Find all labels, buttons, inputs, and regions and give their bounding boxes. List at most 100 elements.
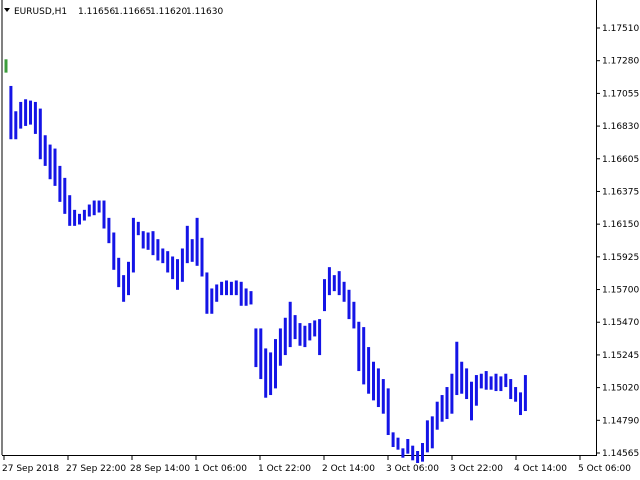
price-bar: [78, 213, 81, 225]
time-axis: 27 Sep 2018 27 Sep 22:00 28 Sep 14:00 1 Oct…: [2, 455, 631, 474]
price-bar: [19, 101, 23, 129]
x-tick-label: 1 Oct 22:00: [258, 464, 311, 474]
price-bar: [239, 281, 243, 306]
price-bar: [411, 445, 415, 461]
price-bar: [97, 200, 101, 213]
price-bar: [171, 256, 175, 280]
price-bar: [450, 373, 454, 414]
bars: [4, 59, 527, 463]
price-bar: [229, 281, 233, 296]
price-bar: [474, 375, 478, 406]
price-bar: [166, 251, 170, 273]
price-bar: [136, 221, 140, 236]
header-close: 1.11630: [186, 7, 223, 17]
y-tick-label: 1.15470: [602, 318, 639, 328]
price-bar: [332, 275, 336, 292]
price-bar: [254, 328, 258, 368]
price-bar: [416, 451, 420, 463]
price-bar: [357, 321, 361, 372]
price-bar: [479, 373, 483, 389]
y-tick-label: 1.16605: [602, 155, 639, 165]
x-tick-label: 1 Oct 06:00: [194, 464, 247, 474]
price-bar: [391, 432, 395, 448]
price-bar: [102, 200, 106, 229]
price-bar: [180, 248, 184, 282]
price-bar: [87, 204, 91, 217]
price-bar: [298, 323, 302, 346]
price-bar: [210, 288, 214, 314]
price-bar: [9, 85, 13, 140]
price-bar: [225, 280, 228, 296]
price-bar: [489, 376, 493, 390]
price-bar: [141, 231, 145, 249]
price-bar: [244, 288, 248, 306]
x-tick-label: 5 Oct 06:00: [578, 464, 631, 474]
price-bar: [362, 327, 366, 385]
price-bar: [499, 376, 503, 392]
price-bar: [4, 59, 8, 73]
price-bar: [455, 341, 459, 396]
price-bar: [440, 395, 444, 422]
price-bar: [161, 248, 165, 264]
price-bar: [337, 271, 341, 296]
price-bar: [445, 387, 449, 420]
y-tick-label: 1.16150: [602, 220, 639, 230]
y-tick-label: 1.15020: [602, 384, 639, 394]
price-bar: [514, 387, 518, 402]
price-bar: [176, 259, 179, 290]
price-bar: [146, 232, 150, 250]
y-tick-label: 1.15700: [602, 286, 639, 296]
price-bar: [107, 217, 111, 244]
x-tick-label: 28 Sep 14:00: [130, 464, 190, 474]
price-bar: [435, 401, 439, 430]
header-symbol: EURUSD,H1: [14, 7, 67, 17]
y-tick-label: 1.16830: [602, 122, 639, 132]
price-bar: [249, 291, 253, 305]
y-tick-label: 1.16375: [602, 187, 639, 197]
price-bar: [127, 261, 130, 296]
price-bar: [151, 231, 155, 256]
price-bar: [14, 111, 18, 140]
price-bar: [381, 379, 385, 414]
price-bar: [318, 319, 322, 356]
price-bar: [43, 135, 47, 166]
price-bar: [308, 323, 312, 341]
price-bar: [386, 388, 390, 436]
y-tick-label: 1.17280: [602, 57, 639, 67]
caret-down-icon[interactable]: [4, 8, 10, 12]
price-bar: [215, 284, 219, 302]
price-bar: [185, 225, 189, 264]
price-bar: [122, 275, 126, 302]
y-tick-label: 1.17055: [602, 89, 639, 99]
price-bar: [509, 379, 513, 400]
x-tick-label: 27 Sep 22:00: [66, 464, 126, 474]
price-bar: [220, 281, 224, 296]
price-bar: [234, 280, 238, 296]
price-bar: [460, 361, 464, 394]
price-bar: [264, 348, 268, 398]
price-bar: [342, 281, 346, 302]
price-bar: [470, 381, 473, 421]
y-tick-label: 1.14790: [602, 416, 639, 426]
price-bar: [288, 301, 292, 348]
price-bar: [274, 339, 277, 389]
price-bar: [53, 148, 57, 186]
price-bar: [92, 200, 96, 216]
price-bar: [323, 279, 326, 312]
header-low: 1.11620: [150, 7, 187, 17]
price-bar: [278, 328, 282, 366]
y-tick-label: 1.15245: [602, 351, 639, 361]
price-bar: [293, 315, 297, 340]
x-tick-label: 3 Oct 06:00: [386, 464, 439, 474]
price-bar: [303, 325, 307, 348]
price-bar: [68, 195, 72, 226]
price-bar: [38, 108, 42, 160]
price-bar: [494, 373, 498, 392]
price-bar: [367, 347, 371, 394]
price-bar: [401, 448, 405, 458]
price-bar: [504, 373, 508, 388]
price-bar: [430, 416, 434, 449]
price-bar: [519, 392, 522, 416]
